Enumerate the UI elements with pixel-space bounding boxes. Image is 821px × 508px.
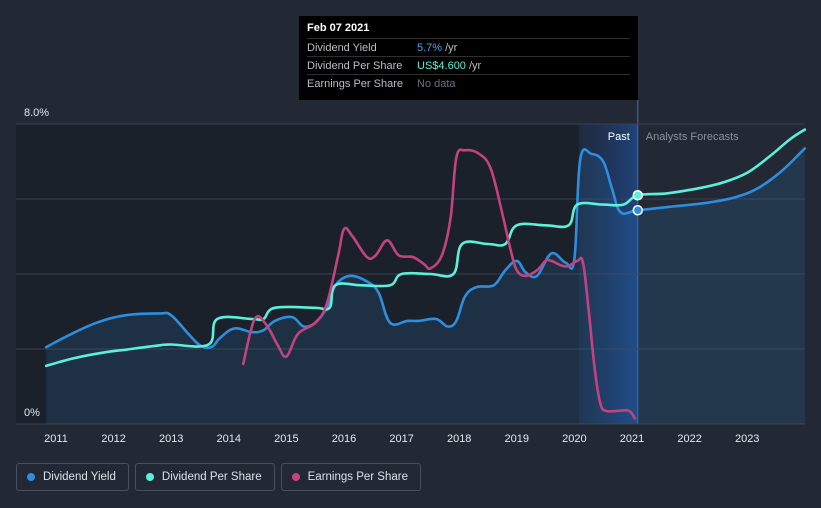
legend-dot [145, 473, 154, 481]
tooltip-value: US$4.600 [417, 59, 466, 72]
series-area-dividend-yield [46, 148, 805, 424]
legend-item-dividend-yield[interactable]: Dividend Yield [16, 463, 129, 491]
legend-dot [291, 473, 300, 481]
tooltip-date: Feb 07 2021 [307, 22, 370, 34]
x-tick-label: 2018 [447, 433, 471, 445]
x-tick-label: 2017 [389, 433, 413, 445]
x-tick-label: 2022 [677, 433, 701, 445]
tooltip-value: No data [417, 77, 456, 90]
legend-item-earnings-per-share[interactable]: Earnings Per Share [280, 463, 421, 491]
series-line-dividend-yield [44, 147, 807, 350]
x-tick-label: 2016 [332, 433, 356, 445]
x-tick-label: 2012 [101, 433, 125, 445]
tooltip-label: Dividend Per Share [307, 59, 403, 72]
tooltip: Feb 07 2021 Dividend Yield 5.7% /yr Divi… [299, 16, 638, 100]
tooltip-row-dividend-per-share: Dividend Per Share US$4.600 /yr [307, 56, 630, 74]
legend-item-dividend-per-share[interactable]: Dividend Per Share [134, 463, 275, 491]
x-tick-label: 2014 [217, 433, 241, 445]
tooltip-unit: /yr [445, 41, 458, 54]
x-tick-label: 2020 [562, 433, 586, 445]
x-tick-label: 2011 [44, 433, 68, 445]
tooltip-row-dividend-yield: Dividend Yield 5.7% /yr [307, 38, 630, 56]
tooltip-label: Earnings Per Share [307, 77, 403, 90]
tooltip-value: 5.7% [417, 41, 443, 54]
forecast-label: Analysts Forecasts [646, 131, 739, 143]
marker-dividend-per-share [632, 190, 644, 201]
x-tick-label: 2021 [620, 433, 644, 445]
legend-label: Earnings Per Share [307, 471, 408, 483]
x-tick-label: 2019 [505, 433, 529, 445]
legend-label: Dividend Per Share [161, 471, 262, 483]
series-line-earnings-per-share [241, 148, 637, 420]
legend-label: Dividend Yield [43, 471, 116, 483]
marker-dividend-yield [632, 205, 644, 216]
legend-dot [27, 473, 35, 481]
tooltip-row-earnings-per-share: Earnings Per Share No data [307, 74, 630, 92]
past-label: Past [608, 131, 630, 143]
tooltip-label: Dividend Yield [307, 41, 377, 54]
x-tick-label: 2013 [159, 433, 183, 445]
x-tick-label: 2023 [735, 433, 759, 445]
series-line-dividend-per-share [44, 128, 807, 368]
x-tick-label: 2015 [274, 433, 298, 445]
y-tick-label: 8.0% [24, 107, 49, 119]
y-tick-label: 0% [24, 407, 40, 419]
legend: Dividend Yield Dividend Per Share Earnin… [16, 463, 421, 491]
tooltip-unit: /yr [468, 59, 482, 72]
